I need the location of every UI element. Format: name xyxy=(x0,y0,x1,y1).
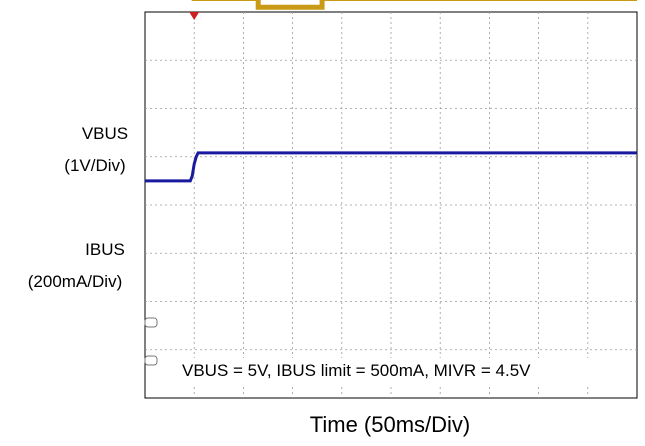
vbus-scale-label: (1V/Div) xyxy=(64,156,126,175)
trigger-marker-icon xyxy=(189,12,200,20)
series-line-vbus xyxy=(145,151,637,183)
ibus-scale-label: (200mA/Div) xyxy=(27,272,123,291)
vbus-label: VBUS xyxy=(81,124,129,143)
condition-annotation: VBUS = 5V, IBUS limit = 500mA, MIVR = 4.… xyxy=(176,358,636,384)
x-axis-title: Time (50ms/Div) xyxy=(309,412,471,437)
series-line-ibus xyxy=(191,0,637,10)
channel-marker-icon xyxy=(144,317,158,366)
grid xyxy=(145,12,637,398)
ibus-label: IBUS xyxy=(85,240,125,259)
traces xyxy=(145,0,637,183)
